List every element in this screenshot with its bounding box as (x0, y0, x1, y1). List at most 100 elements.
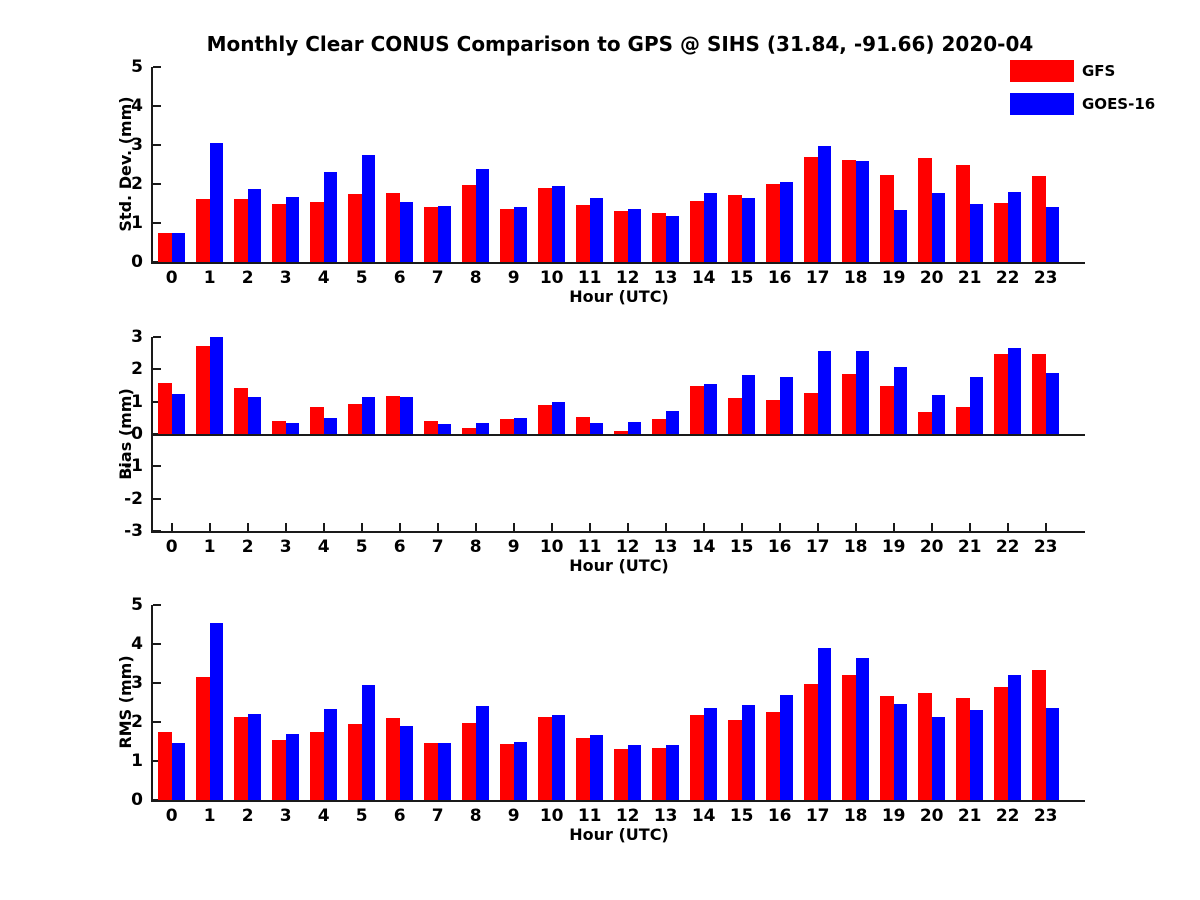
y-axis-spine (151, 605, 153, 802)
y-tick-label: 2 (131, 359, 143, 380)
bar-gfs (462, 723, 476, 800)
bar-gfs (690, 385, 704, 434)
bar-goes16 (893, 704, 908, 800)
x-tick-label: 21 (957, 268, 982, 288)
bar-gfs (386, 395, 400, 434)
x-tick-label: 8 (469, 268, 482, 288)
bar-goes16 (931, 192, 946, 262)
x-tick (778, 523, 781, 531)
bar-gfs (956, 697, 970, 800)
y-tick (153, 760, 161, 762)
x-tick (702, 523, 705, 531)
x-tick-label: 5 (355, 806, 368, 826)
bar-goes16 (855, 351, 870, 434)
bar-gfs (728, 398, 742, 434)
bar-gfs (576, 737, 590, 800)
zero-baseline (151, 434, 1085, 436)
bar-goes16 (703, 383, 718, 434)
bar-goes16 (323, 708, 338, 800)
y-tick-label: 3 (131, 327, 143, 347)
bar-gfs (690, 200, 704, 262)
x-tick-label: 5 (355, 268, 368, 288)
x-axis-spine (151, 800, 1085, 802)
x-tick-label: 17 (805, 268, 830, 288)
bar-goes16 (1045, 372, 1060, 434)
x-tick (284, 523, 287, 531)
goes16-color-swatch (1010, 93, 1074, 115)
x-tick (816, 523, 819, 531)
bar-gfs (880, 696, 894, 800)
bar-goes16 (589, 197, 604, 262)
x-tick-label: 12 (615, 806, 640, 826)
y-tick-label: 1 (131, 213, 143, 233)
x-tick-label: 1 (203, 537, 216, 557)
bar-gfs (196, 345, 210, 434)
y-tick-label: 4 (131, 634, 143, 654)
x-tick-label: 22 (995, 537, 1020, 557)
x-tick (512, 523, 515, 531)
x-tick-label: 6 (393, 806, 406, 826)
x-tick-label: 14 (691, 806, 716, 826)
bar-gfs (386, 192, 400, 262)
y-tick-label: 0 (131, 252, 143, 272)
bar-gfs (728, 720, 742, 800)
bar-gfs (804, 684, 818, 800)
x-tick-label: 8 (469, 537, 482, 557)
x-tick-label: 7 (431, 806, 444, 826)
x-tick (208, 523, 211, 531)
bar-goes16 (437, 423, 452, 434)
x-tick-label: 4 (317, 537, 330, 557)
x-tick-label: 9 (507, 806, 520, 826)
bar-goes16 (855, 161, 870, 262)
bar-goes16 (1007, 191, 1022, 262)
bar-goes16 (323, 171, 338, 262)
bar-gfs (348, 403, 362, 434)
x-axis-spine (151, 531, 1085, 533)
y-tick (153, 261, 161, 263)
x-tick-label: 3 (279, 537, 292, 557)
bar-goes16 (931, 716, 946, 800)
bar-goes16 (399, 201, 414, 262)
bar-goes16 (627, 209, 642, 262)
x-tick-label: 20 (919, 537, 944, 557)
y-tick (153, 604, 161, 606)
x-tick (740, 523, 743, 531)
x-tick-label: 9 (507, 537, 520, 557)
x-tick-label: 17 (805, 806, 830, 826)
bar-gfs (234, 388, 248, 434)
bar-goes16 (475, 706, 490, 800)
bar-goes16 (551, 185, 566, 262)
bar-gfs (652, 419, 666, 434)
xlabel-stddev: Hour (UTC) (569, 287, 669, 306)
y-tick (153, 721, 161, 723)
x-tick-label: 23 (1033, 537, 1058, 557)
bar-gfs (348, 724, 362, 800)
bar-goes16 (551, 401, 566, 434)
bar-gfs (1032, 176, 1046, 262)
y-tick (153, 222, 161, 224)
bar-goes16 (171, 394, 186, 434)
bar-gfs (1032, 669, 1046, 800)
x-tick-label: 19 (881, 268, 906, 288)
x-tick-label: 13 (653, 537, 678, 557)
y-axis-spine (151, 67, 153, 264)
bar-gfs (728, 195, 742, 262)
y-tick-label: 0 (131, 790, 143, 810)
bar-goes16 (437, 205, 452, 262)
bar-goes16 (665, 744, 680, 800)
y-tick (153, 105, 161, 107)
x-tick-label: 12 (615, 268, 640, 288)
bar-goes16 (399, 396, 414, 434)
bar-gfs (424, 207, 438, 262)
x-tick-label: 3 (279, 806, 292, 826)
x-tick (360, 523, 363, 531)
y-tick-label: 1 (131, 391, 143, 412)
bar-gfs (994, 687, 1008, 800)
x-tick-label: 6 (393, 268, 406, 288)
bar-gfs (576, 204, 590, 262)
bar-gfs (234, 716, 248, 800)
x-tick (170, 523, 173, 531)
bar-gfs (804, 157, 818, 262)
x-tick-label: 10 (539, 268, 564, 288)
bar-gfs (158, 232, 172, 262)
